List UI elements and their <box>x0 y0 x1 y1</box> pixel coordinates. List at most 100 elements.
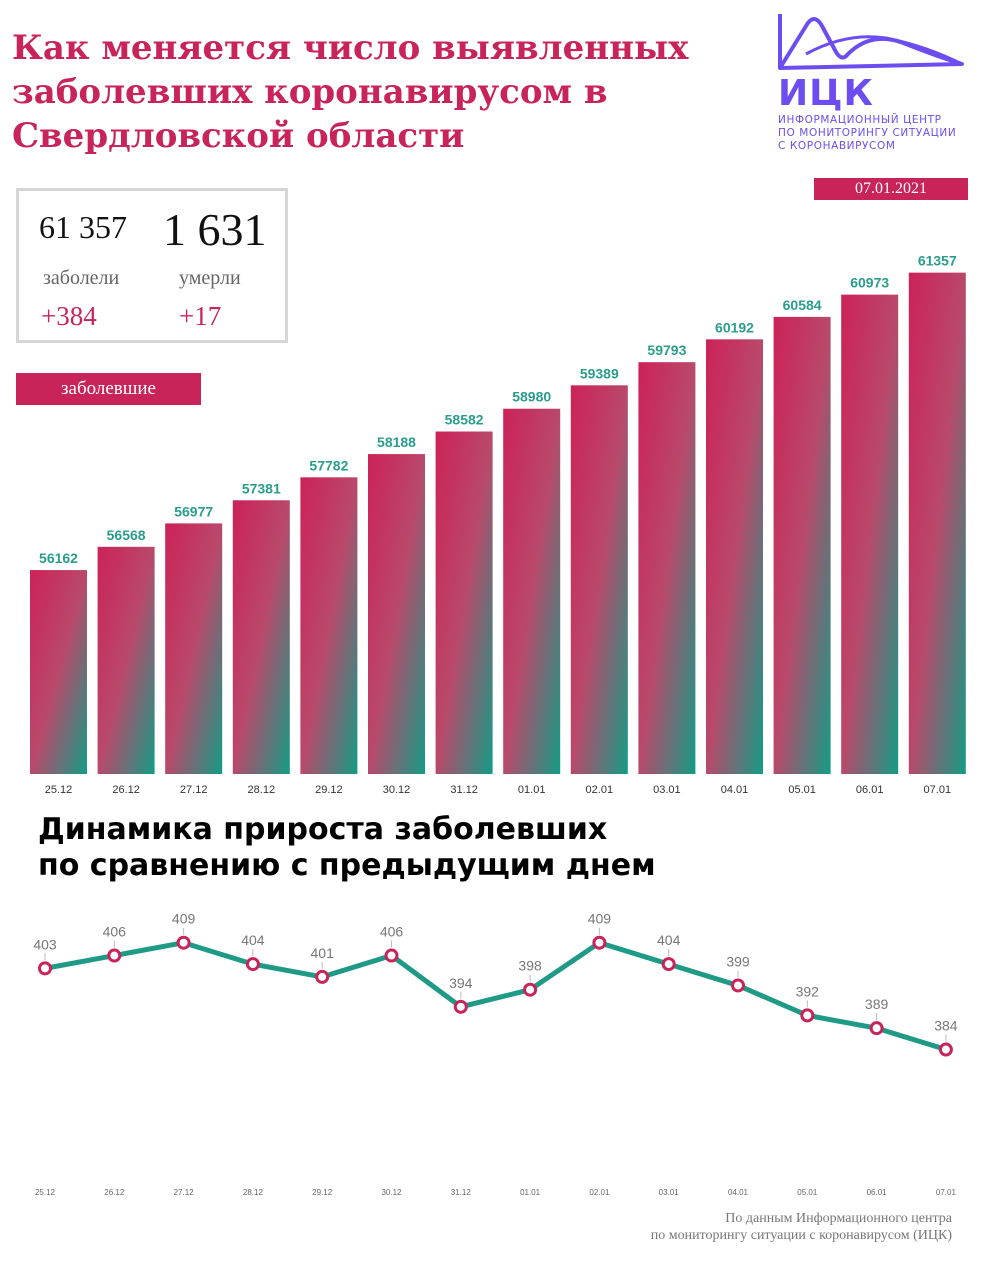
x-tick-label: 04.01 <box>728 1188 749 1197</box>
bar <box>841 294 899 774</box>
source-line-1: По данным Информационного центра <box>725 1211 952 1226</box>
cases-bar-chart: 56162 25.12 56568 26.12 56977 27.12 57381 28.12… <box>30 253 966 796</box>
point-value-label: 403 <box>33 936 57 952</box>
bar-value-label: 58188 <box>377 434 416 450</box>
x-tick-label: 28.12 <box>248 784 276 796</box>
point-value-label: 409 <box>172 911 196 927</box>
bar <box>908 272 966 774</box>
bar <box>503 408 561 774</box>
x-tick-label: 01.01 <box>518 784 546 796</box>
point-value-label: 399 <box>726 953 750 969</box>
title-line-3: Свердловской области <box>12 116 465 156</box>
x-tick-label: 04.01 <box>721 784 749 796</box>
data-point <box>800 1008 815 1023</box>
logo-subtitle-line-3: С КОРОНАВИРУСОМ <box>778 140 896 152</box>
source-line-2: по мониторингу ситуации с коронавирусом … <box>650 1228 952 1243</box>
x-tick-label: 25.12 <box>35 1188 56 1197</box>
bar <box>300 477 358 774</box>
bar <box>435 431 493 774</box>
x-tick-label: 01.01 <box>520 1188 541 1197</box>
line-title-line-2: по сравнению с предыдущим днем <box>38 848 656 883</box>
line-title-line-1: Динамика прироста заболевших <box>38 812 608 847</box>
x-tick-label: 31.12 <box>450 784 478 796</box>
stats-box: 61 357 заболели +384 1 631 умерли +17 <box>16 188 288 343</box>
deaths-total: 1 631 <box>163 204 267 255</box>
point-value-label: 389 <box>865 996 889 1012</box>
point-value-label: 384 <box>934 1018 958 1034</box>
x-tick-label: 27.12 <box>180 784 208 796</box>
x-tick-label: 30.12 <box>381 1188 402 1197</box>
bar-value-label: 59793 <box>647 342 686 358</box>
deaths-delta: +17 <box>179 301 222 331</box>
x-tick-label: 31.12 <box>451 1188 472 1197</box>
data-point <box>869 1021 884 1036</box>
bar <box>570 385 628 774</box>
bar <box>773 316 831 774</box>
x-tick-label: 29.12 <box>312 1188 333 1197</box>
date-badge: 07.01.2021 <box>814 178 968 200</box>
bar-value-label: 57381 <box>242 480 281 496</box>
bar-value-label: 56568 <box>107 527 146 543</box>
increase-line-chart: 403 25.12 406 26.12 409 27.12 404 28.12 401 29.12… <box>33 911 958 1197</box>
bar <box>368 454 425 774</box>
logo-subtitle-line-2: ПО МОНИТОРИНГУ СИТУАЦИИ <box>778 127 957 139</box>
bar-value-label: 60584 <box>783 297 822 313</box>
mountain-logo-icon <box>778 14 964 70</box>
data-point <box>453 999 468 1014</box>
point-value-label: 394 <box>449 975 473 991</box>
data-point <box>107 948 122 963</box>
logo-name: ИЦК <box>778 73 874 114</box>
data-point <box>315 969 330 984</box>
title-line-1: Как меняется число выявленных <box>12 28 689 68</box>
x-tick-label: 06.01 <box>856 784 884 796</box>
data-point <box>938 1042 953 1057</box>
bar <box>165 523 223 774</box>
point-value-label: 392 <box>796 983 820 999</box>
bar-value-label: 59389 <box>580 365 619 381</box>
bar <box>638 362 696 774</box>
point-value-label: 404 <box>657 932 681 948</box>
series-line <box>44 940 947 1052</box>
bar <box>232 500 290 774</box>
x-tick-label: 26.12 <box>112 784 140 796</box>
data-point <box>592 935 607 950</box>
source-note: По данным Информационного центра по мони… <box>651 1210 952 1244</box>
point-value-label: 398 <box>518 958 542 974</box>
line-chart-title: Динамика прироста заболевших по сравнени… <box>38 812 738 884</box>
x-tick-label: 05.01 <box>797 1188 818 1197</box>
cases-badge: заболевшие <box>16 373 201 405</box>
x-tick-label: 03.01 <box>653 784 681 796</box>
bar-value-label: 58980 <box>512 389 551 405</box>
x-tick-label: 07.01 <box>924 784 952 796</box>
bar-value-label: 57782 <box>309 457 348 473</box>
x-tick-label: 27.12 <box>174 1188 195 1197</box>
x-tick-label: 28.12 <box>243 1188 264 1197</box>
logo-subtitle: ИНФОРМАЦИОННЫЙ ЦЕНТР ПО МОНИТОРИНГУ СИТУ… <box>778 114 978 153</box>
logo-subtitle-line-1: ИНФОРМАЦИОННЫЙ ЦЕНТР <box>778 114 942 126</box>
cases-total: 61 357 <box>39 209 127 245</box>
x-tick-label: 30.12 <box>383 784 411 796</box>
data-point <box>523 982 538 997</box>
data-point <box>661 957 676 972</box>
data-point <box>731 978 745 993</box>
point-value-label: 406 <box>103 924 127 940</box>
point-value-label: 401 <box>311 945 335 961</box>
data-point <box>176 935 191 950</box>
cases-delta: +384 <box>41 301 97 331</box>
x-tick-label: 29.12 <box>315 784 343 796</box>
bar-value-label: 60973 <box>850 275 889 291</box>
x-tick-label: 02.01 <box>589 1188 610 1197</box>
x-tick-label: 06.01 <box>867 1188 888 1197</box>
point-value-label: 406 <box>380 924 404 940</box>
data-point <box>384 948 399 963</box>
x-tick-label: 05.01 <box>788 784 816 796</box>
deaths-label: умерли <box>179 267 241 289</box>
bar-value-label: 56977 <box>174 503 213 519</box>
x-tick-label: 26.12 <box>104 1188 125 1197</box>
title-line-2: заболевших коронавирусом в <box>12 72 608 112</box>
point-value-label: 409 <box>588 911 612 927</box>
x-tick-label: 03.01 <box>659 1188 680 1197</box>
x-tick-label: 02.01 <box>586 784 614 796</box>
data-point <box>38 961 52 976</box>
bar <box>706 339 763 774</box>
